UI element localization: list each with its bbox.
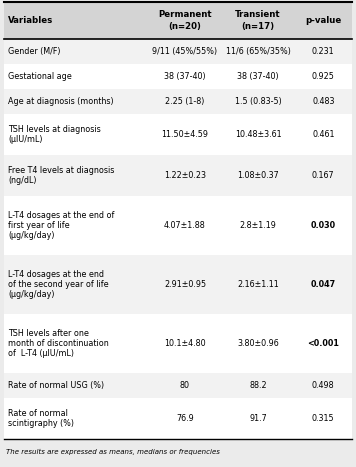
Text: 2.16±1.11: 2.16±1.11: [237, 280, 279, 289]
Text: 2.91±0.95: 2.91±0.95: [164, 280, 206, 289]
Text: 0.231: 0.231: [312, 47, 335, 56]
Text: 0.483: 0.483: [312, 97, 335, 106]
Text: 0.315: 0.315: [312, 414, 335, 423]
Text: 2.25 (1-8): 2.25 (1-8): [165, 97, 205, 106]
Bar: [4, 2, 352, 39]
Text: 11.50±4.59: 11.50±4.59: [162, 130, 209, 139]
Text: L-T4 dosages at the end of
first year of life
(μg/kg/day): L-T4 dosages at the end of first year of…: [8, 211, 114, 241]
Text: L-T4 dosages at the end
of the second year of life
(μg/kg/day): L-T4 dosages at the end of the second ye…: [8, 269, 109, 299]
Bar: [4, 89, 352, 114]
Text: 0.461: 0.461: [312, 130, 335, 139]
Text: 76.9: 76.9: [176, 414, 194, 423]
Text: 11/6 (65%/35%): 11/6 (65%/35%): [226, 47, 290, 56]
Bar: [4, 373, 352, 398]
Text: 0.167: 0.167: [312, 171, 335, 180]
Text: 3.80±0.96: 3.80±0.96: [237, 339, 279, 348]
Bar: [4, 39, 352, 64]
Text: Free T4 levels at diagnosis
(ng/dL): Free T4 levels at diagnosis (ng/dL): [8, 166, 114, 185]
Text: 0.047: 0.047: [311, 280, 336, 289]
Text: Gender (M/F): Gender (M/F): [8, 47, 61, 56]
Bar: [4, 155, 352, 196]
Text: 10.1±4.80: 10.1±4.80: [164, 339, 206, 348]
Text: Transient
(n=17): Transient (n=17): [235, 10, 281, 30]
Text: 0.030: 0.030: [311, 221, 336, 230]
Text: Age at diagnosis (months): Age at diagnosis (months): [8, 97, 114, 106]
Text: p-value: p-value: [305, 16, 341, 25]
Bar: [4, 196, 352, 255]
Bar: [4, 314, 352, 373]
Text: Rate of normal USG (%): Rate of normal USG (%): [8, 381, 104, 390]
Bar: [4, 64, 352, 89]
Text: 1.08±0.37: 1.08±0.37: [237, 171, 279, 180]
Bar: [4, 114, 352, 155]
Text: TSH levels after one
month of discontinuation
of  L-T4 (μIU/mL): TSH levels after one month of discontinu…: [8, 329, 109, 358]
Text: 9/11 (45%/55%): 9/11 (45%/55%): [152, 47, 218, 56]
Text: 1.22±0.23: 1.22±0.23: [164, 171, 206, 180]
Text: 91.7: 91.7: [249, 414, 267, 423]
Text: 0.925: 0.925: [312, 72, 335, 81]
Text: The results are expressed as means, medians or frequencies: The results are expressed as means, medi…: [6, 449, 220, 455]
Text: Gestational age: Gestational age: [8, 72, 72, 81]
Text: <0.001: <0.001: [307, 339, 339, 348]
Text: 10.48±3.61: 10.48±3.61: [235, 130, 281, 139]
Text: Variables: Variables: [8, 16, 53, 25]
Text: Rate of normal
scintigraphy (%): Rate of normal scintigraphy (%): [8, 409, 74, 428]
Text: Permanent
(n=20): Permanent (n=20): [158, 10, 212, 30]
Text: 1.5 (0.83-5): 1.5 (0.83-5): [235, 97, 281, 106]
Bar: [4, 398, 352, 439]
Text: 2.8±1.19: 2.8±1.19: [240, 221, 277, 230]
Text: 38 (37-40): 38 (37-40): [164, 72, 206, 81]
Text: 38 (37-40): 38 (37-40): [237, 72, 279, 81]
Text: 4.07±1.88: 4.07±1.88: [164, 221, 206, 230]
Text: 88.2: 88.2: [249, 381, 267, 390]
Text: TSH levels at diagnosis
(μIU/mL): TSH levels at diagnosis (μIU/mL): [8, 125, 101, 144]
Text: 0.498: 0.498: [312, 381, 335, 390]
Bar: [4, 255, 352, 314]
Text: 80: 80: [180, 381, 190, 390]
